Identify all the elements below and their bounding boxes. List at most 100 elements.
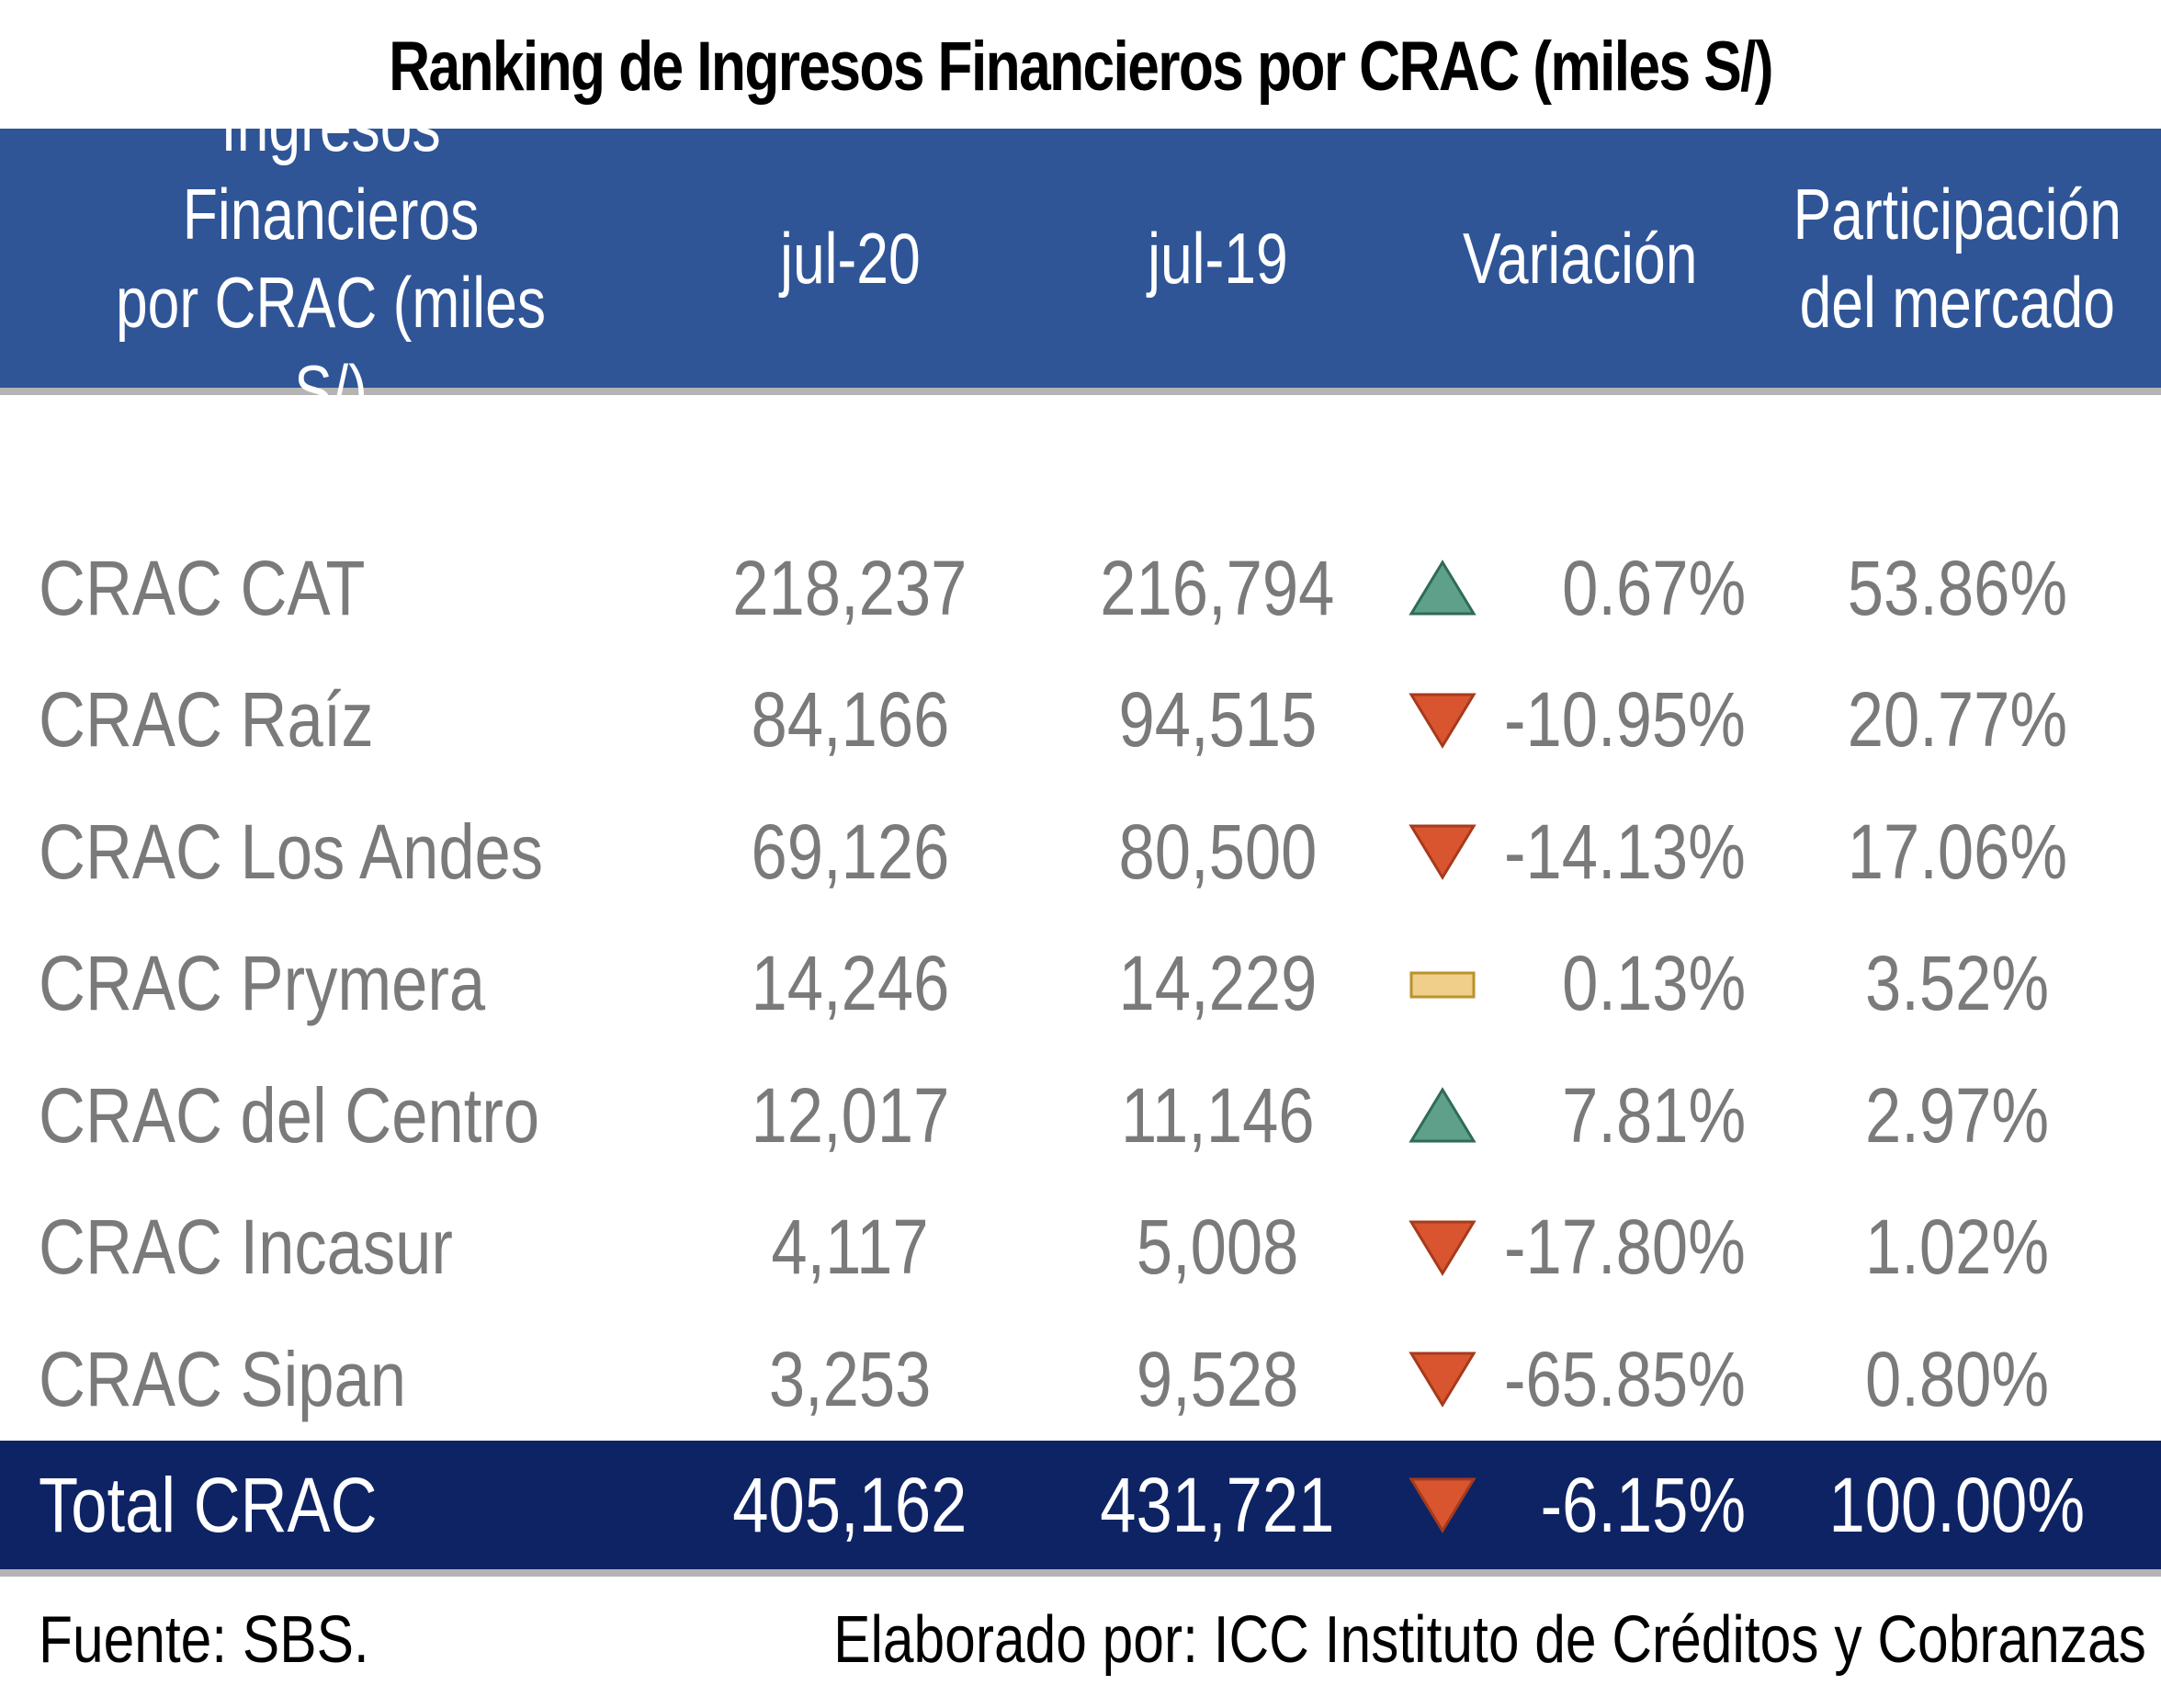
row-variation-value: 0.67% xyxy=(1470,524,1746,652)
row-variation-value: -10.95% xyxy=(1470,656,1746,785)
row-jul19-value-text: 94,515 xyxy=(1118,676,1317,763)
header-share: Participación del mercado xyxy=(1755,129,2159,388)
row-name: CRAC CAT xyxy=(39,524,427,652)
triangle-up-icon xyxy=(1409,560,1476,616)
row-jul20-value: 3,253 xyxy=(698,1315,1001,1443)
row-name-text: CRAC Prymera xyxy=(39,940,486,1026)
total-name-label: Total CRAC xyxy=(39,1461,378,1548)
row-share-value-text: 0.80% xyxy=(1864,1335,2050,1422)
row-jul19-value-text: 9,528 xyxy=(1136,1335,1299,1422)
row-jul19-value-text: 11,146 xyxy=(1120,1071,1315,1159)
table-header: Ingresos Financieros por CRAC (miles S/)… xyxy=(0,85,2161,431)
header-variation: Variación xyxy=(1406,129,1755,388)
row-variation-value: 7.81% xyxy=(1470,1051,1746,1180)
row-share-value: 3.52% xyxy=(1801,920,2113,1048)
row-jul19-value: 80,500 xyxy=(1066,787,1369,916)
footer-credit-text: Elaborado por: ICC Instituto de Créditos… xyxy=(833,1603,2146,1677)
row-name-text: CRAC Los Andes xyxy=(39,808,544,895)
total-trend-icon xyxy=(1397,1441,1488,1569)
row-name: CRAC del Centro xyxy=(39,1051,635,1180)
total-share: 100.00% xyxy=(1801,1441,2113,1569)
row-share-value: 53.86% xyxy=(1801,524,2113,652)
row-jul19-value: 9,528 xyxy=(1066,1315,1369,1443)
total-name: Total CRAC xyxy=(39,1441,442,1569)
row-jul20-value-text: 218,237 xyxy=(732,544,967,631)
header-jul20: jul-20 xyxy=(698,129,1001,388)
row-variation-value-text: -10.95% xyxy=(1504,676,1746,763)
row-name-text: CRAC Raíz xyxy=(39,676,374,763)
triangle-down-icon xyxy=(1409,1477,1476,1533)
row-jul19-value-text: 80,500 xyxy=(1118,808,1317,895)
row-jul19-value: 11,146 xyxy=(1066,1051,1369,1180)
header-variation-label: Variación xyxy=(1463,218,1698,299)
header-name-label: Ingresos Financieros por CRAC (miles S/) xyxy=(115,85,547,431)
total-jul20-value: 405,162 xyxy=(732,1461,967,1548)
table-row: CRAC Los Andes 69,126 80,500 -14.13% 17.06% xyxy=(0,787,2161,916)
triangle-down-icon xyxy=(1409,1352,1476,1408)
row-jul20-value-text: 14,246 xyxy=(751,940,949,1026)
total-jul20: 405,162 xyxy=(698,1441,1001,1569)
row-jul20-value: 84,166 xyxy=(698,656,1001,785)
row-variation-value: -17.80% xyxy=(1470,1183,1746,1312)
row-share-value-text: 17.06% xyxy=(1847,808,2067,895)
row-name: CRAC Incasur xyxy=(39,1183,532,1312)
footer: Fuente: SBS. Elaborado por: ICC Institut… xyxy=(0,1589,2161,1691)
row-trend-icon xyxy=(1397,656,1488,785)
row-trend-icon xyxy=(1397,1183,1488,1312)
row-jul20-value: 4,117 xyxy=(698,1183,1001,1312)
total-jul19-value: 431,721 xyxy=(1100,1461,1335,1548)
header-jul20-label: jul-20 xyxy=(779,218,921,299)
total-share-value: 100.00% xyxy=(1828,1461,2086,1548)
row-variation-value-text: 0.13% xyxy=(1561,940,1746,1026)
row-share-value: 2.97% xyxy=(1801,1051,2113,1180)
row-jul20-value-text: 84,166 xyxy=(751,676,949,763)
row-jul20-value: 14,246 xyxy=(698,920,1001,1048)
row-variation-value-text: -17.80% xyxy=(1504,1204,1746,1290)
header-name: Ingresos Financieros por CRAC (miles S/) xyxy=(18,85,643,431)
row-variation-value-text: -14.13% xyxy=(1504,808,1746,895)
total-variation-value: -6.15% xyxy=(1540,1461,1746,1548)
total-jul19: 431,721 xyxy=(1066,1441,1369,1569)
header-jul19: jul-19 xyxy=(1066,129,1369,388)
row-share-value: 1.02% xyxy=(1801,1183,2113,1312)
row-trend-icon xyxy=(1397,1315,1488,1443)
row-name-text: CRAC Sipan xyxy=(39,1335,407,1422)
row-jul20-value-text: 4,117 xyxy=(771,1204,929,1290)
row-share-value-text: 53.86% xyxy=(1847,544,2067,631)
row-jul20-value-text: 12,017 xyxy=(751,1071,949,1159)
triangle-down-icon xyxy=(1409,1220,1476,1276)
row-share-value-text: 1.02% xyxy=(1864,1204,2050,1290)
row-name: CRAC Prymera xyxy=(39,920,571,1048)
row-jul19-value-text: 5,008 xyxy=(1136,1204,1299,1290)
table-row: CRAC Incasur 4,117 5,008 -17.80% 1.02% xyxy=(0,1183,2161,1312)
row-jul20-value-text: 3,253 xyxy=(768,1335,932,1422)
footer-credit: Elaborado por: ICC Instituto de Créditos… xyxy=(583,1589,2146,1691)
row-jul20-value: 12,017 xyxy=(698,1051,1001,1180)
row-share-value: 17.06% xyxy=(1801,787,2113,916)
total-row: Total CRAC 405,162 431,721 -6.15% 100.00… xyxy=(0,1441,2161,1577)
row-share-value: 0.80% xyxy=(1801,1315,2113,1443)
header-jul19-label: jul-19 xyxy=(1147,218,1288,299)
row-jul19-value: 216,794 xyxy=(1066,524,1369,652)
row-share-value-text: 3.52% xyxy=(1864,940,2050,1026)
row-name-text: CRAC CAT xyxy=(39,544,366,631)
triangle-down-icon xyxy=(1409,824,1476,880)
row-name: CRAC Sipan xyxy=(39,1315,476,1443)
row-jul19-value: 94,515 xyxy=(1066,656,1369,785)
row-variation-value-text: 7.81% xyxy=(1561,1071,1746,1159)
table-row: CRAC Sipan 3,253 9,528 -65.85% 0.80% xyxy=(0,1315,2161,1443)
triangle-down-icon xyxy=(1409,693,1476,749)
row-jul19-value-text: 14,229 xyxy=(1118,940,1317,1026)
chart-title: Ranking de Ingresos Financieros por CRAC… xyxy=(389,28,1773,106)
flat-bar-icon xyxy=(1409,971,1476,998)
row-jul20-value-text: 69,126 xyxy=(751,808,949,895)
row-trend-icon xyxy=(1397,524,1488,652)
row-name: CRAC Los Andes xyxy=(39,787,639,916)
table-row: CRAC Raíz 84,166 94,515 -10.95% 20.77% xyxy=(0,656,2161,785)
row-jul19-value: 5,008 xyxy=(1066,1183,1369,1312)
row-variation-value-text: 0.67% xyxy=(1561,544,1746,631)
row-jul20-value: 218,237 xyxy=(698,524,1001,652)
row-variation-value-text: -65.85% xyxy=(1504,1335,1746,1422)
row-variation-value: 0.13% xyxy=(1470,920,1746,1048)
row-share-value: 20.77% xyxy=(1801,656,2113,785)
